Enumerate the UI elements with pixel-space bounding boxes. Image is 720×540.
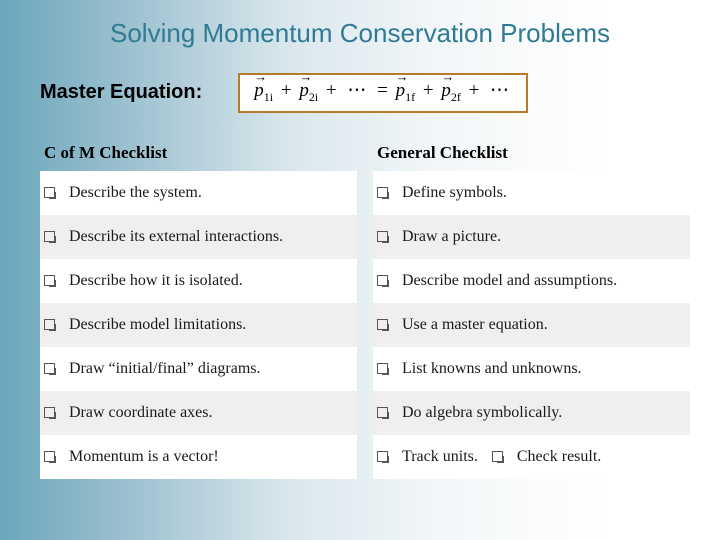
checkbox-icon bbox=[44, 451, 55, 462]
item-text: Describe how it is isolated. bbox=[69, 272, 243, 290]
checkbox-icon bbox=[44, 231, 55, 242]
checkbox-icon bbox=[492, 451, 503, 462]
list-item: Describe model and assumptions. bbox=[373, 259, 690, 303]
checkbox-icon bbox=[377, 363, 388, 374]
list-item: Draw coordinate axes. bbox=[40, 391, 357, 435]
checkbox-icon bbox=[44, 275, 55, 286]
left-column: C of M Checklist Describe the system. De… bbox=[20, 141, 365, 479]
item-text: Describe the system. bbox=[69, 184, 202, 202]
list-item: Describe how it is isolated. bbox=[40, 259, 357, 303]
item-text: Momentum is a vector! bbox=[69, 448, 219, 466]
right-column: General Checklist Define symbols. Draw a… bbox=[365, 141, 700, 479]
checkbox-icon bbox=[377, 231, 388, 242]
page-title: Solving Momentum Conservation Problems bbox=[0, 18, 720, 49]
list-item: Momentum is a vector! bbox=[40, 435, 357, 479]
checkbox-icon bbox=[377, 451, 388, 462]
checkbox-icon bbox=[377, 275, 388, 286]
master-equation-row: Master Equation: p1i + p2i + ⋯ = p1f + p… bbox=[0, 73, 720, 113]
list-item: List knowns and unknowns. bbox=[373, 347, 690, 391]
list-item: Describe model limitations. bbox=[40, 303, 357, 347]
checkbox-icon bbox=[377, 319, 388, 330]
checkbox-icon bbox=[377, 407, 388, 418]
item-text: Define symbols. bbox=[402, 184, 507, 202]
master-equation-label: Master Equation: bbox=[40, 81, 202, 104]
list-item: Draw a picture. bbox=[373, 215, 690, 259]
extra-check-item: Check result. bbox=[492, 448, 601, 466]
item-text: Draw a picture. bbox=[402, 228, 501, 246]
master-equation-box: p1i + p2i + ⋯ = p1f + p2f + ⋯ bbox=[238, 73, 528, 113]
item-text: Describe model and assumptions. bbox=[402, 272, 617, 290]
slide: Solving Momentum Conservation Problems M… bbox=[0, 0, 720, 540]
list-item: Do algebra symbolically. bbox=[373, 391, 690, 435]
right-heading: General Checklist bbox=[373, 141, 690, 171]
item-text: Use a master equation. bbox=[402, 316, 548, 334]
list-item: Describe its external interactions. bbox=[40, 215, 357, 259]
checkbox-icon bbox=[377, 187, 388, 198]
list-item: Draw “initial/final” diagrams. bbox=[40, 347, 357, 391]
list-item: Describe the system. bbox=[40, 171, 357, 215]
checkbox-icon bbox=[44, 319, 55, 330]
list-item: Use a master equation. bbox=[373, 303, 690, 347]
item-text: Draw coordinate axes. bbox=[69, 404, 213, 422]
checkbox-icon bbox=[44, 363, 55, 374]
list-item: Track units. Check result. bbox=[373, 435, 690, 479]
item-text: Track units. bbox=[402, 448, 478, 466]
item-text: Describe its external interactions. bbox=[69, 228, 283, 246]
item-text: List knowns and unknowns. bbox=[402, 360, 582, 378]
item-text: Draw “initial/final” diagrams. bbox=[69, 360, 260, 378]
checklists-container: C of M Checklist Describe the system. De… bbox=[0, 141, 720, 479]
item-text: Check result. bbox=[517, 448, 601, 466]
list-item: Define symbols. bbox=[373, 171, 690, 215]
item-text: Do algebra symbolically. bbox=[402, 404, 562, 422]
item-text: Describe model limitations. bbox=[69, 316, 246, 334]
checkbox-icon bbox=[44, 407, 55, 418]
left-heading: C of M Checklist bbox=[40, 141, 357, 171]
checkbox-icon bbox=[44, 187, 55, 198]
